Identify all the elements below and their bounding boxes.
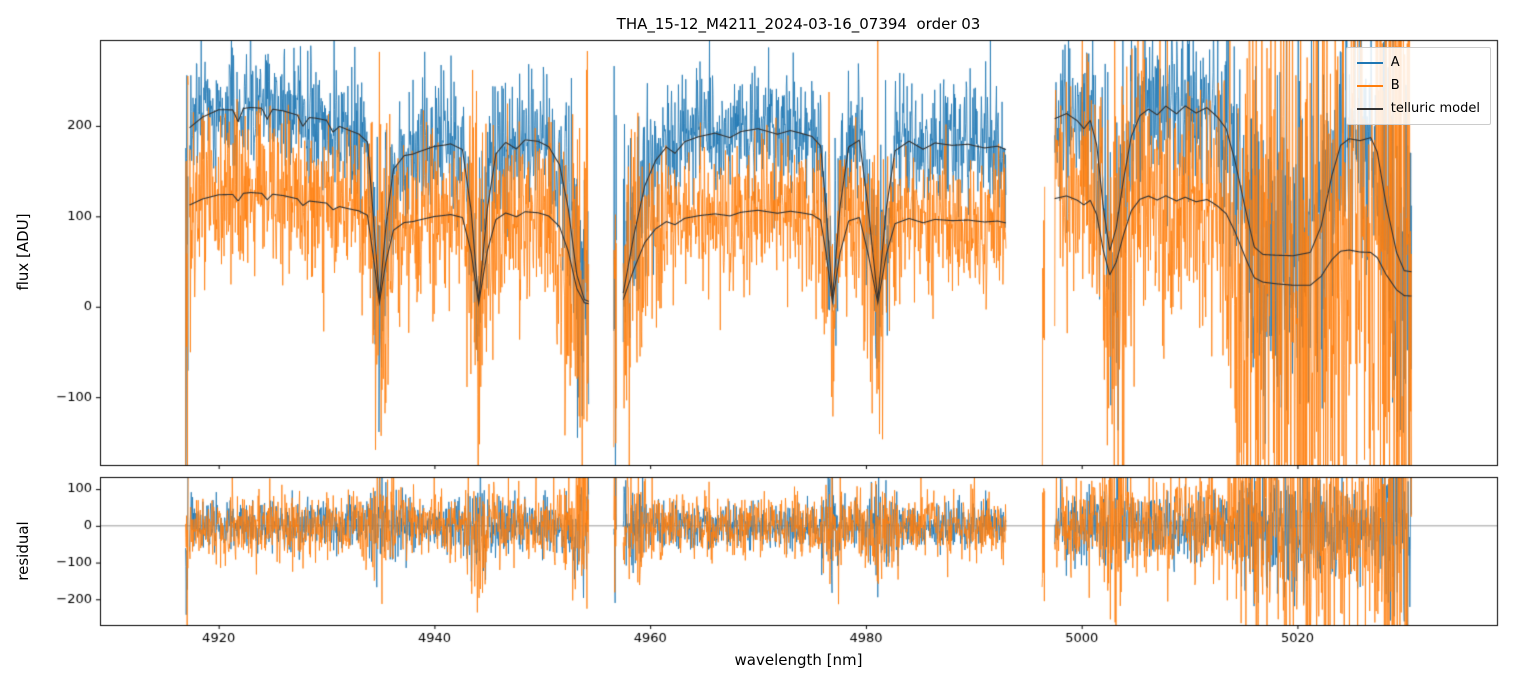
plot-title: THA_15-12_M4211_2024-03-16_07394 order 0… <box>616 15 981 33</box>
legend-label-a: A <box>1390 55 1400 70</box>
legend-line-swatch-telluric <box>1356 108 1383 110</box>
legend-item-telluric-model: telluric model <box>1356 101 1480 117</box>
residual-axis-label: residual <box>14 521 32 581</box>
legend-item-a: A <box>1356 55 1480 71</box>
legend-item-b: B <box>1356 78 1480 94</box>
legend-label-b: B <box>1390 78 1400 93</box>
legend-label-telluric: telluric model <box>1390 101 1480 116</box>
legend-line-swatch-a <box>1356 62 1383 64</box>
legend-line-swatch-b <box>1356 85 1383 87</box>
flux-axis-label: flux [ADU] <box>14 213 32 291</box>
legend: A B telluric model <box>1345 47 1491 125</box>
wavelength-axis-label: wavelength [nm] <box>734 651 863 669</box>
